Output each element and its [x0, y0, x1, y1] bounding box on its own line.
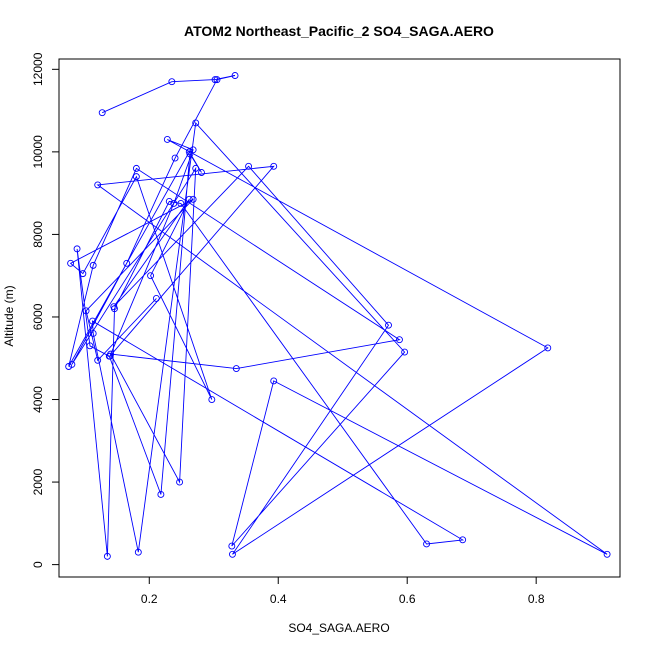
data-point [229, 550, 236, 558]
x-axis-label: SO4_SAGA.AERO [288, 621, 389, 635]
data-point [157, 491, 165, 498]
data-point [459, 536, 467, 544]
data-point [132, 173, 140, 181]
y-tick-label: 4000 [31, 386, 45, 413]
data-point [73, 245, 81, 253]
data-point [94, 356, 102, 364]
data-point [185, 195, 193, 203]
y-axis-label: Altitude (m) [2, 285, 16, 346]
data-point [231, 72, 239, 79]
data-point [603, 550, 611, 558]
data-point [89, 330, 97, 337]
data-point [103, 552, 111, 560]
data-point [163, 136, 171, 143]
data-point [192, 119, 200, 127]
data-point [192, 164, 200, 172]
data-point [152, 294, 160, 302]
data-point [79, 270, 87, 278]
x-tick-label: 0.6 [399, 592, 416, 606]
data-point [147, 272, 155, 280]
y-tick-label: 12000 [31, 52, 45, 86]
y-tick-label: 10000 [31, 135, 45, 169]
data-point [123, 259, 131, 267]
data-point [423, 540, 431, 548]
x-tick-label: 0.4 [270, 592, 287, 606]
data-point [82, 307, 90, 315]
data-point [213, 76, 221, 84]
data-point [232, 365, 240, 373]
data-point [110, 303, 118, 311]
chart-title: ATOM2 Northeast_Pacific_2 SO4_SAGA.AERO [184, 23, 494, 39]
data-point [86, 342, 94, 350]
series-layer [65, 72, 611, 560]
data-point [89, 317, 96, 325]
data-point [544, 344, 552, 352]
data-point [270, 377, 278, 385]
x-tick-label: 0.2 [141, 592, 158, 606]
data-point [401, 348, 409, 356]
data-point [67, 259, 75, 267]
data-point [177, 200, 185, 207]
data-point [396, 336, 403, 344]
data-point [165, 197, 173, 205]
x-tick-label: 0.8 [528, 592, 545, 606]
series-line [68, 75, 608, 557]
data-point [106, 352, 114, 360]
data-point [134, 548, 142, 556]
data-point [171, 154, 179, 162]
data-point [170, 200, 178, 207]
data-point [168, 78, 176, 86]
plot-frame [58, 58, 621, 578]
data-point [189, 195, 197, 203]
data-point [208, 396, 216, 403]
data-point [189, 146, 197, 154]
data-point [228, 542, 236, 550]
data-point [176, 478, 184, 486]
data-point [245, 162, 253, 170]
data-point [211, 76, 219, 84]
y-tick-label: 6000 [31, 303, 45, 330]
data-point [385, 321, 392, 329]
data-point [94, 181, 102, 189]
y-tick-label: 0 [31, 561, 45, 568]
data-point [65, 363, 73, 370]
y-tick-label: 8000 [31, 221, 45, 248]
data-point [89, 261, 97, 269]
data-point [98, 109, 106, 117]
y-tick-label: 2000 [31, 468, 45, 495]
data-point [198, 169, 205, 176]
data-point [270, 162, 278, 170]
data-point [132, 164, 140, 172]
